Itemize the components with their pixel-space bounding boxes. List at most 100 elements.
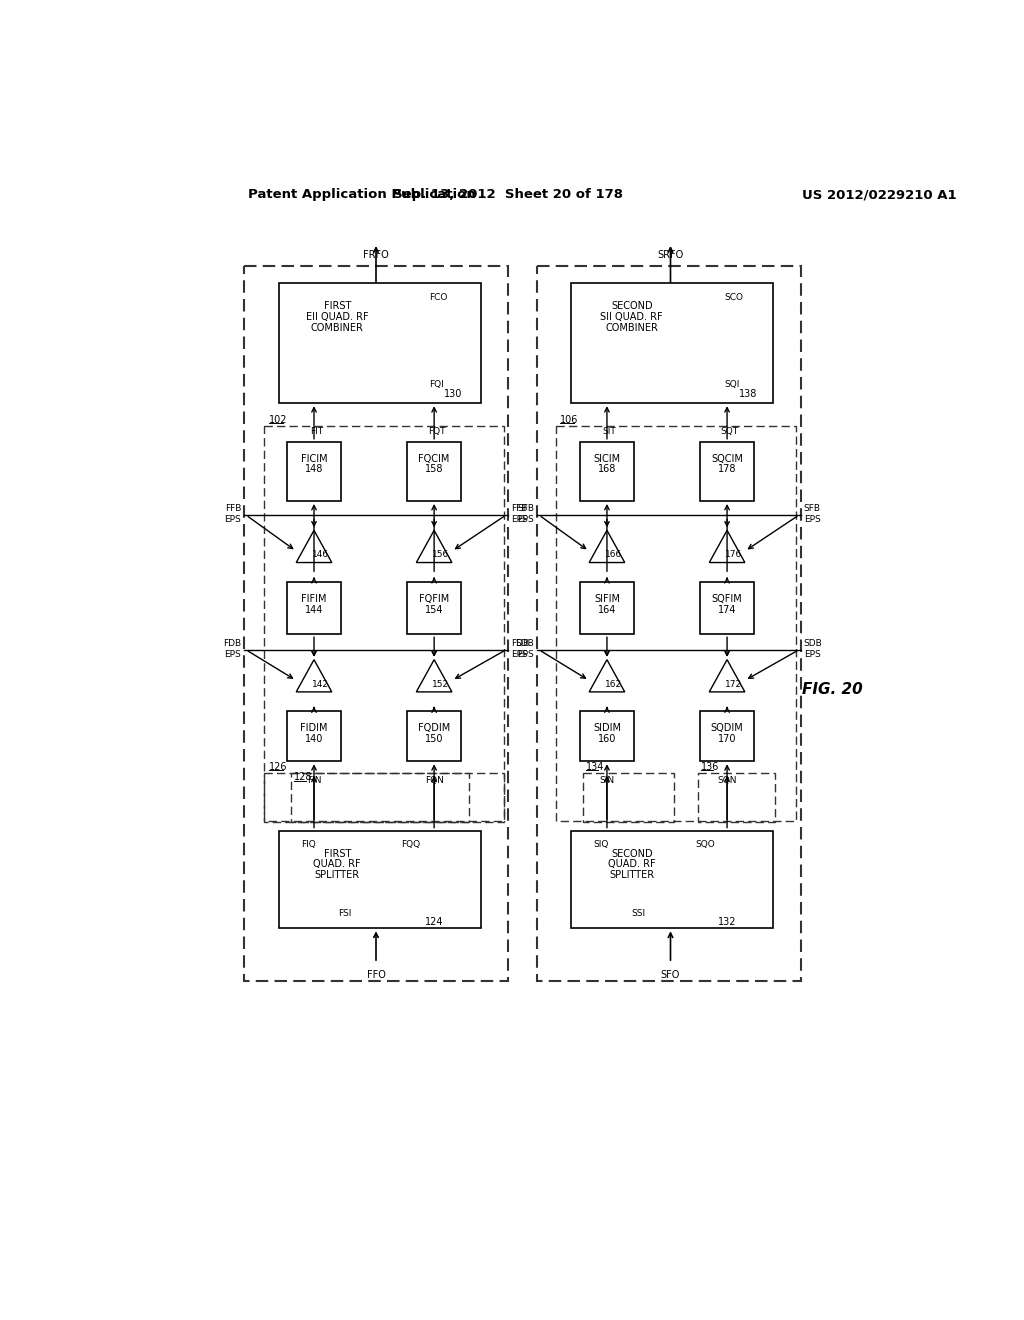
Text: SICIM: SICIM: [593, 454, 621, 463]
Text: 144: 144: [305, 605, 324, 615]
Text: 136: 136: [700, 762, 719, 772]
Text: 102: 102: [269, 416, 288, 425]
Text: FQT: FQT: [428, 428, 445, 436]
Bar: [700, 711, 755, 762]
Text: FFO: FFO: [367, 970, 385, 979]
Text: 156: 156: [432, 550, 449, 560]
Bar: [571, 830, 773, 928]
Text: SQDIM: SQDIM: [711, 723, 743, 733]
Text: FQFIM: FQFIM: [419, 594, 450, 603]
Bar: [291, 774, 469, 822]
Bar: [245, 267, 508, 981]
Text: 174: 174: [718, 605, 736, 615]
Text: EPS: EPS: [804, 649, 820, 659]
Text: SFB: SFB: [804, 504, 821, 513]
Bar: [280, 284, 480, 404]
Text: SQFIM: SQFIM: [712, 594, 742, 603]
Text: FIRST: FIRST: [324, 849, 351, 859]
Text: QUAD. RF: QUAD. RF: [608, 859, 655, 870]
Text: 130: 130: [444, 389, 463, 399]
Text: SIDIM: SIDIM: [593, 723, 621, 733]
Text: 146: 146: [311, 550, 329, 560]
Bar: [580, 442, 634, 502]
Text: SPLITTER: SPLITTER: [314, 870, 359, 880]
Text: 126: 126: [269, 762, 288, 772]
Text: FRFO: FRFO: [364, 249, 389, 260]
Text: 132: 132: [718, 917, 736, 927]
Text: Sep. 13, 2012  Sheet 20 of 178: Sep. 13, 2012 Sheet 20 of 178: [393, 187, 623, 201]
Text: EPS: EPS: [511, 649, 527, 659]
Text: COMBINER: COMBINER: [311, 323, 364, 333]
Text: SFB: SFB: [517, 504, 535, 513]
Bar: [407, 442, 461, 502]
Text: 106: 106: [560, 416, 579, 425]
Text: 172: 172: [725, 680, 741, 689]
Text: FDB: FDB: [511, 639, 529, 648]
Text: 154: 154: [425, 605, 443, 615]
Bar: [571, 284, 773, 404]
Text: SIN: SIN: [599, 776, 614, 785]
Text: 176: 176: [725, 550, 742, 560]
Text: COMBINER: COMBINER: [605, 323, 658, 333]
Bar: [580, 711, 634, 762]
Text: FIDIM: FIDIM: [300, 723, 328, 733]
Text: SFO: SFO: [660, 970, 680, 979]
Text: FIRST: FIRST: [324, 301, 351, 312]
Text: FFB: FFB: [511, 504, 527, 513]
Text: EPS: EPS: [224, 515, 241, 524]
Text: QUAD. RF: QUAD. RF: [313, 859, 361, 870]
Text: FQN: FQN: [425, 776, 443, 785]
Bar: [700, 582, 755, 635]
Bar: [580, 582, 634, 635]
Text: SIT: SIT: [602, 428, 616, 436]
Text: 150: 150: [425, 734, 443, 744]
Bar: [556, 426, 796, 821]
Text: 138: 138: [738, 389, 757, 399]
Text: FICIM: FICIM: [301, 454, 328, 463]
Bar: [287, 582, 341, 635]
Text: FIG. 20: FIG. 20: [802, 682, 863, 697]
Text: EPS: EPS: [804, 515, 820, 524]
Bar: [280, 830, 480, 928]
Text: 158: 158: [425, 465, 443, 474]
Text: FIFIM: FIFIM: [301, 594, 327, 603]
Text: 134: 134: [586, 762, 604, 772]
Text: EPS: EPS: [224, 649, 241, 659]
Bar: [287, 442, 341, 502]
Bar: [407, 711, 461, 762]
Text: 170: 170: [718, 734, 736, 744]
Text: SECOND: SECOND: [611, 849, 652, 859]
Text: SCO: SCO: [725, 293, 743, 301]
Bar: [697, 774, 775, 822]
Text: SII QUAD. RF: SII QUAD. RF: [600, 312, 664, 322]
Text: 166: 166: [604, 550, 622, 560]
Bar: [700, 442, 755, 502]
Text: 160: 160: [598, 734, 616, 744]
Text: SQI: SQI: [725, 380, 740, 388]
Bar: [538, 267, 801, 981]
Text: 168: 168: [598, 465, 616, 474]
Text: FIN: FIN: [307, 776, 322, 785]
Text: 140: 140: [305, 734, 324, 744]
Text: SQO: SQO: [695, 840, 715, 849]
Text: SIQ: SIQ: [593, 840, 608, 849]
Bar: [287, 711, 341, 762]
Text: FQDIM: FQDIM: [418, 723, 451, 733]
Text: SQN: SQN: [718, 776, 737, 785]
Text: 178: 178: [718, 465, 736, 474]
Text: 148: 148: [305, 465, 324, 474]
Text: FCO: FCO: [429, 293, 447, 301]
Text: Patent Application Publication: Patent Application Publication: [248, 187, 476, 201]
Text: 124: 124: [425, 917, 443, 927]
Text: EPS: EPS: [517, 515, 535, 524]
Bar: [263, 426, 504, 821]
Text: FDB: FDB: [223, 639, 241, 648]
Text: SPLITTER: SPLITTER: [609, 870, 654, 880]
Text: FSI: FSI: [338, 908, 351, 917]
Text: US 2012/0229210 A1: US 2012/0229210 A1: [802, 187, 956, 201]
Text: SIFIM: SIFIM: [594, 594, 620, 603]
Text: SDB: SDB: [515, 639, 535, 648]
Text: FIT: FIT: [310, 428, 323, 436]
Text: FIQ: FIQ: [301, 840, 316, 849]
Text: FQCIM: FQCIM: [419, 454, 450, 463]
